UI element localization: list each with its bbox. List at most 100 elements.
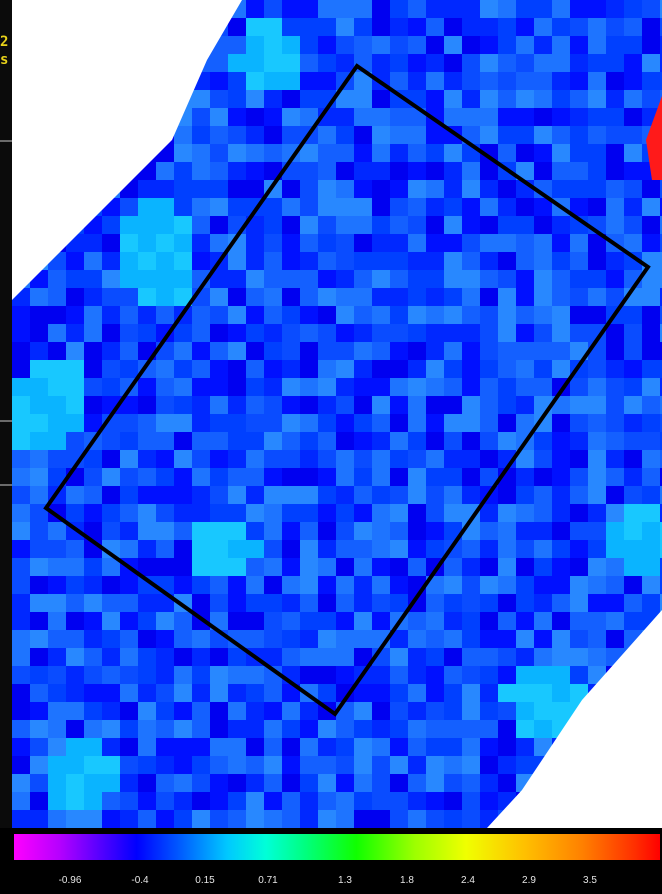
map-pixel <box>84 252 102 270</box>
map-pixel <box>462 288 480 306</box>
map-pixel <box>480 450 498 468</box>
map-pixel <box>66 612 84 630</box>
map-pixel <box>192 306 210 324</box>
map-pixel <box>426 630 444 648</box>
map-pixel <box>264 18 282 36</box>
map-pixel <box>588 270 606 288</box>
map-pixel <box>300 414 318 432</box>
map-pixel <box>390 540 408 558</box>
map-pixel <box>210 522 228 540</box>
map-pixel <box>570 738 588 756</box>
map-pixel <box>498 126 516 144</box>
map-pixel <box>606 324 624 342</box>
map-pixel <box>462 198 480 216</box>
map-pixel <box>534 486 552 504</box>
map-pixel <box>660 414 662 432</box>
map-pixel <box>12 558 30 576</box>
map-pixel <box>246 540 264 558</box>
map-pixel <box>318 342 336 360</box>
map-pixel <box>642 576 660 594</box>
map-pixel <box>624 702 642 720</box>
map-pixel <box>228 144 246 162</box>
map-pixel <box>120 612 138 630</box>
map-pixel <box>498 306 516 324</box>
map-pixel <box>300 450 318 468</box>
map-pixel <box>300 540 318 558</box>
map-pixel <box>12 198 30 216</box>
map-pixel <box>228 378 246 396</box>
map-pixel <box>588 162 606 180</box>
map-pixel <box>300 234 318 252</box>
map-pixel <box>462 612 480 630</box>
map-pixel <box>174 126 192 144</box>
map-pixel <box>462 270 480 288</box>
map-pixel <box>12 288 30 306</box>
map-pixel <box>426 216 444 234</box>
map-pixel <box>228 540 246 558</box>
map-pixel <box>336 162 354 180</box>
map-pixel <box>498 630 516 648</box>
map-pixel <box>534 126 552 144</box>
map-pixel <box>246 738 264 756</box>
map-pixel <box>30 612 48 630</box>
map-pixel <box>318 756 336 774</box>
map-pixel <box>228 198 246 216</box>
map-pixel <box>426 504 444 522</box>
map-pixel <box>30 72 48 90</box>
image-viewer[interactable] <box>12 0 662 828</box>
map-pixel <box>534 198 552 216</box>
map-pixel <box>174 216 192 234</box>
map-pixel <box>606 108 624 126</box>
map-pixel <box>570 432 588 450</box>
intensity-map[interactable] <box>12 0 662 828</box>
map-pixel <box>660 324 662 342</box>
map-pixel <box>192 108 210 126</box>
map-pixel <box>12 180 30 198</box>
map-pixel <box>228 396 246 414</box>
map-pixel <box>534 342 552 360</box>
map-pixel <box>642 504 660 522</box>
region-outline[interactable] <box>43 63 651 717</box>
map-pixel <box>462 252 480 270</box>
left-strip-divider <box>0 140 12 142</box>
map-pixel <box>156 504 174 522</box>
map-pixel <box>84 162 102 180</box>
map-pixel <box>336 810 354 828</box>
map-pixel <box>408 558 426 576</box>
map-pixel <box>660 216 662 234</box>
map-pixel <box>606 396 624 414</box>
map-pixel <box>390 108 408 126</box>
map-pixel <box>462 306 480 324</box>
map-pixel <box>462 162 480 180</box>
map-pixel <box>426 360 444 378</box>
colorbar: -0.96 -0.4 0.15 0.71 1.3 1.8 2.4 2.9 3.5 <box>12 828 662 894</box>
map-pixel <box>300 432 318 450</box>
map-pixel <box>264 774 282 792</box>
map-pixel <box>462 468 480 486</box>
map-pixel <box>12 486 30 504</box>
map-pixel <box>588 468 606 486</box>
map-pixel <box>606 756 624 774</box>
map-pixel <box>552 414 570 432</box>
map-pixel <box>444 630 462 648</box>
map-pixel <box>30 306 48 324</box>
map-pixel <box>318 558 336 576</box>
map-pixel <box>570 144 588 162</box>
map-pixel <box>156 180 174 198</box>
map-pixel <box>300 342 318 360</box>
map-pixel <box>228 468 246 486</box>
map-pixel <box>84 774 102 792</box>
map-pixel <box>192 810 210 828</box>
map-pixel <box>318 54 336 72</box>
map-pixel <box>30 396 48 414</box>
map-pixel <box>372 432 390 450</box>
map-pixel <box>624 306 642 324</box>
map-pixel <box>210 198 228 216</box>
map-pixel <box>426 306 444 324</box>
map-pixel <box>228 630 246 648</box>
map-pixel <box>120 270 138 288</box>
map-pixel <box>48 468 66 486</box>
map-pixel <box>534 216 552 234</box>
map-pixel <box>48 162 66 180</box>
map-pixel <box>174 540 192 558</box>
